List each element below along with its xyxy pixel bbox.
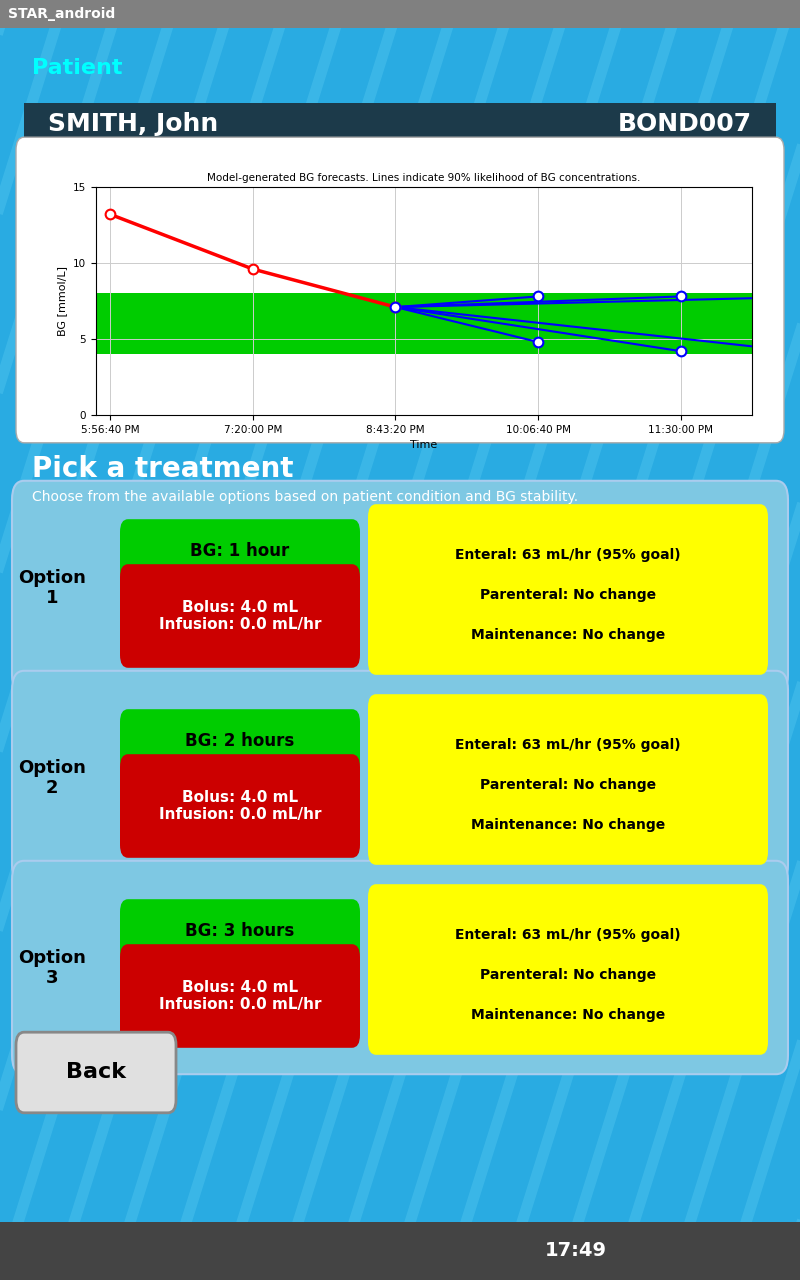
Y-axis label: BG [mmol/L]: BG [mmol/L] xyxy=(58,266,67,335)
FancyBboxPatch shape xyxy=(24,102,776,145)
FancyBboxPatch shape xyxy=(368,504,768,675)
FancyBboxPatch shape xyxy=(368,694,768,865)
Text: Enteral: 63 mL/hr (95% goal): Enteral: 63 mL/hr (95% goal) xyxy=(455,739,681,751)
Title: Model-generated BG forecasts. Lines indicate 90% likelihood of BG concentrations: Model-generated BG forecasts. Lines indi… xyxy=(207,174,641,183)
Text: 17:49: 17:49 xyxy=(545,1242,607,1261)
Text: Maintenance: No change: Maintenance: No change xyxy=(471,1009,665,1021)
Text: Back: Back xyxy=(66,1062,126,1082)
FancyBboxPatch shape xyxy=(120,945,360,1048)
Text: STAR_android: STAR_android xyxy=(8,6,115,20)
X-axis label: Time: Time xyxy=(410,440,438,451)
Text: Parenteral: No change: Parenteral: No change xyxy=(480,968,656,982)
FancyBboxPatch shape xyxy=(120,520,360,582)
Text: Bolus: 4.0 mL
Infusion: 0.0 mL/hr: Bolus: 4.0 mL Infusion: 0.0 mL/hr xyxy=(158,790,322,822)
Text: Maintenance: No change: Maintenance: No change xyxy=(471,818,665,832)
Text: Option
3: Option 3 xyxy=(18,948,86,987)
Text: Maintenance: No change: Maintenance: No change xyxy=(471,628,665,643)
FancyBboxPatch shape xyxy=(0,0,800,28)
Text: SMITH, John: SMITH, John xyxy=(48,111,218,136)
FancyBboxPatch shape xyxy=(12,860,788,1074)
FancyBboxPatch shape xyxy=(16,1032,176,1112)
FancyBboxPatch shape xyxy=(16,137,784,443)
Text: Bolus: 4.0 mL
Infusion: 0.0 mL/hr: Bolus: 4.0 mL Infusion: 0.0 mL/hr xyxy=(158,600,322,632)
Text: BOND007: BOND007 xyxy=(618,111,752,136)
Text: Enteral: 63 mL/hr (95% goal): Enteral: 63 mL/hr (95% goal) xyxy=(455,548,681,562)
Text: BG: 3 hours: BG: 3 hours xyxy=(186,922,294,940)
Text: Option
1: Option 1 xyxy=(18,568,86,608)
FancyBboxPatch shape xyxy=(120,899,360,963)
Text: BG: 1 hour: BG: 1 hour xyxy=(190,541,290,561)
FancyBboxPatch shape xyxy=(12,671,788,884)
Text: Option
2: Option 2 xyxy=(18,759,86,797)
FancyBboxPatch shape xyxy=(120,754,360,858)
FancyBboxPatch shape xyxy=(0,1222,800,1280)
FancyBboxPatch shape xyxy=(12,481,788,694)
FancyBboxPatch shape xyxy=(120,709,360,773)
Bar xyxy=(96,293,752,355)
Text: Patient: Patient xyxy=(32,58,122,78)
Text: Choose from the available options based on patient condition and BG stability.: Choose from the available options based … xyxy=(32,490,578,504)
FancyBboxPatch shape xyxy=(120,564,360,668)
Text: Bolus: 4.0 mL
Infusion: 0.0 mL/hr: Bolus: 4.0 mL Infusion: 0.0 mL/hr xyxy=(158,979,322,1012)
FancyBboxPatch shape xyxy=(368,884,768,1055)
Text: Parenteral: No change: Parenteral: No change xyxy=(480,588,656,602)
Text: Parenteral: No change: Parenteral: No change xyxy=(480,778,656,792)
Text: BG: 2 hours: BG: 2 hours xyxy=(186,732,294,750)
Text: Pick a treatment: Pick a treatment xyxy=(32,454,294,483)
Text: Enteral: 63 mL/hr (95% goal): Enteral: 63 mL/hr (95% goal) xyxy=(455,928,681,942)
